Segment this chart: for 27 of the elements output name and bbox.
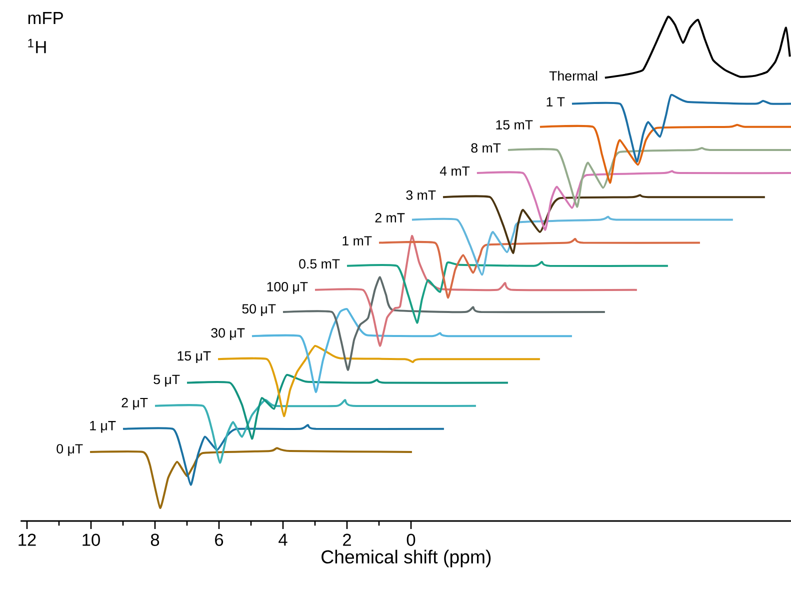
series-label: 50 μT xyxy=(242,304,276,316)
chart-title: mFP xyxy=(28,12,63,24)
x-tick-label: 2 xyxy=(343,534,351,546)
series-label: 15 μT xyxy=(178,351,211,364)
series-label: Thermal xyxy=(549,70,598,81)
series-label: 8 mT xyxy=(471,143,501,153)
x-tick-label: 8 xyxy=(150,534,160,546)
text: $^{1}$H xyxy=(28,38,46,54)
series-label: 3 mT xyxy=(406,190,436,200)
x-tick-label: 10 xyxy=(82,534,100,546)
x-tick-label: 0 xyxy=(406,534,416,546)
series-label: 100 μT xyxy=(267,282,308,294)
series-label: 2 mT xyxy=(375,213,405,222)
x-tick-label: 12 xyxy=(18,534,36,546)
series-label: 15 mT xyxy=(496,120,533,130)
x-axis-title: Chemical shift (ppm) xyxy=(322,550,491,568)
x-tick-label: 4 xyxy=(278,534,288,546)
series-label: 1 T xyxy=(546,97,565,106)
series-label: 0.5 mT xyxy=(299,259,340,269)
series-label: 2 μT xyxy=(122,398,148,410)
x-tick-label: 6 xyxy=(215,534,224,546)
series-label: 5 μT xyxy=(154,374,180,387)
series-label: 1 mT xyxy=(342,236,372,246)
series-label: 0 μT xyxy=(56,444,83,456)
series-label: 1 μT xyxy=(90,421,116,433)
series-label: 30 μT xyxy=(211,328,245,340)
series-label: 4 mT xyxy=(440,166,470,176)
